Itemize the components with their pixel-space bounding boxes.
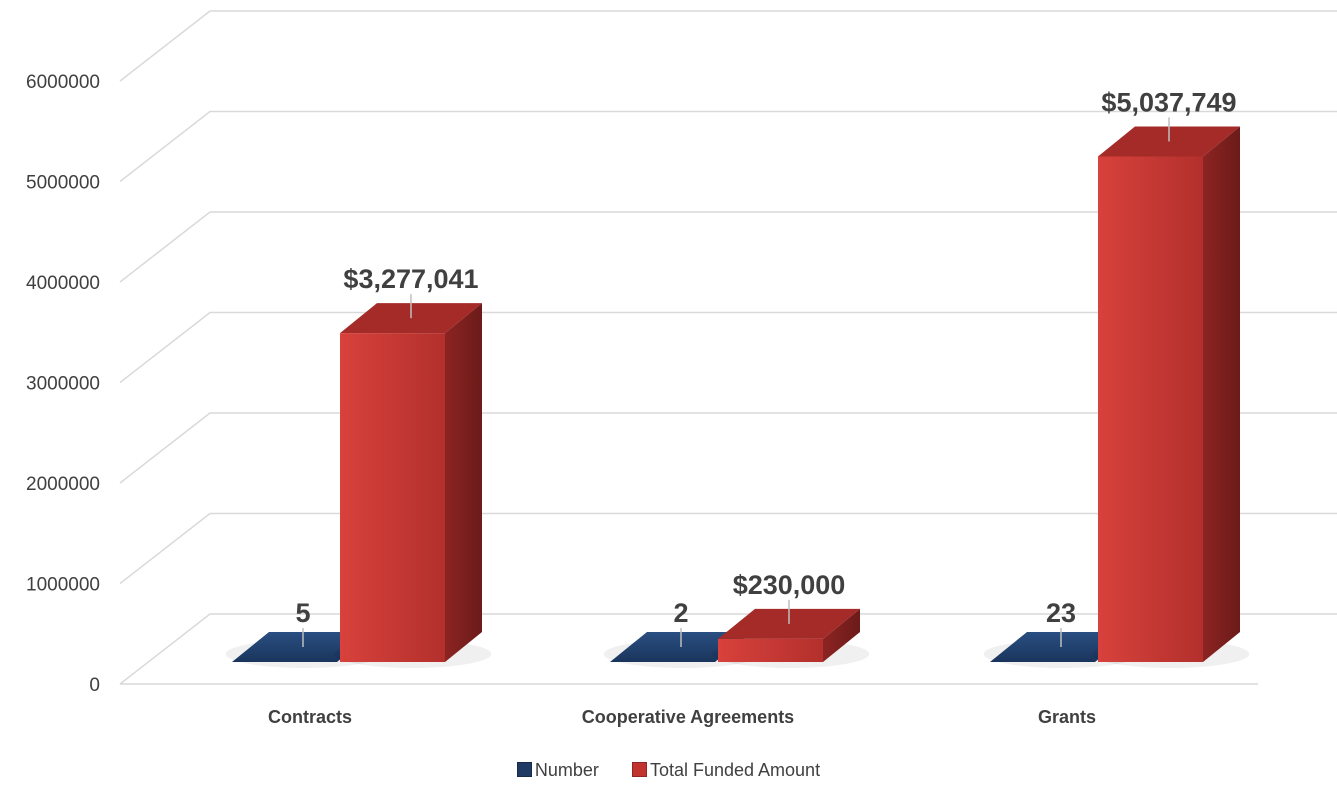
y-tick-label: 4000000 [26, 273, 100, 294]
legend-label-total-funded-amount: Total Funded Amount [649, 760, 821, 780]
data-label-total-funded-amount: $5,037,749 [1101, 87, 1236, 117]
gridline [119, 10, 1337, 82]
data-label-number: 5 [295, 598, 310, 628]
category-label: Grants [1038, 707, 1096, 727]
bar-side-face [823, 608, 860, 662]
y-tick-label: 0 [89, 675, 100, 696]
bar-front-face [718, 638, 823, 662]
data-label-total-funded-amount: $230,000 [733, 570, 846, 600]
y-tick-label: 3000000 [26, 374, 100, 395]
gridline [119, 311, 1337, 384]
legend-item-number: Number [516, 760, 599, 781]
gridline [119, 110, 1337, 183]
data-label-number: 2 [673, 598, 688, 628]
bar-total-funded-amount [711, 599, 870, 668]
legend-swatch-total-funded-amount [631, 762, 647, 777]
legend-swatch-number [516, 762, 532, 777]
bar-total-funded-amount [333, 294, 492, 668]
legend-item-total-funded-amount: Total Funded Amount [631, 760, 821, 781]
gridline [119, 211, 1337, 283]
y-tick-label: 6000000 [26, 72, 100, 93]
y-tick-label: 5000000 [26, 173, 100, 194]
bar-total-funded-amount [1091, 117, 1250, 668]
bar-side-face [445, 303, 482, 662]
data-label-number: 23 [1046, 598, 1076, 628]
y-tick-label: 1000000 [26, 575, 100, 596]
bar-front-face [1098, 156, 1203, 663]
y-tick-label: 2000000 [26, 474, 100, 495]
gridline [119, 512, 1337, 585]
legend: Number Total Funded Amount [0, 760, 1337, 781]
category-label: Cooperative Agreements [582, 707, 794, 727]
legend-label-number: Number [534, 760, 599, 780]
data-label-total-funded-amount: $3,277,041 [343, 264, 478, 294]
category-label: Contracts [268, 707, 352, 727]
gridline [119, 613, 1337, 685]
bar-front-face [340, 333, 445, 662]
bar-side-face [1203, 126, 1240, 663]
gridline [119, 412, 1337, 484]
